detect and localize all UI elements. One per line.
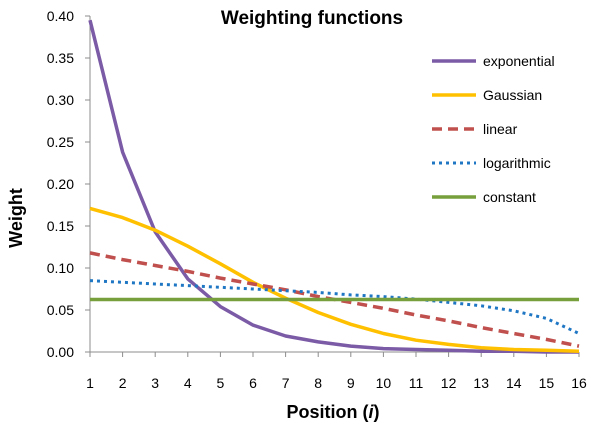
y-axis-ticks: 0.00 0.05 0.10 0.15 0.20 0.25 0.30 0.35 0.40 xyxy=(47,8,90,360)
series-line-gaussian xyxy=(89,206,580,353)
y-tick-label: 0.30 xyxy=(47,92,74,108)
x-tick-label: 6 xyxy=(249,375,257,391)
y-tick-label: 0.25 xyxy=(47,134,74,150)
legend-label-constant: constant xyxy=(483,189,536,205)
x-axis-title-close: ) xyxy=(374,402,380,422)
legend-label-linear: linear xyxy=(483,121,518,137)
legend: exponential Gaussian linear logarithmic cons… xyxy=(432,53,555,205)
x-tick-label: 12 xyxy=(441,375,457,391)
x-tick-label: 1 xyxy=(86,375,94,391)
x-tick-label: 5 xyxy=(217,375,225,391)
chart-title: Weighting functions xyxy=(221,8,403,29)
x-tick-label: 2 xyxy=(119,375,127,391)
y-tick-label: 0.00 xyxy=(47,344,74,360)
x-axis-title-variable: i xyxy=(368,402,374,422)
y-tick-label: 0.35 xyxy=(47,50,74,66)
x-tick-label: 15 xyxy=(539,375,555,391)
y-tick-label: 0.40 xyxy=(47,8,74,24)
y-tick-label: 0.05 xyxy=(47,302,74,318)
x-tick-label: 13 xyxy=(473,375,489,391)
y-axis-title: Weight xyxy=(6,188,26,248)
series-line-exponential xyxy=(88,19,579,354)
x-axis-title: Position (i) xyxy=(286,402,379,422)
y-tick-label: 0.15 xyxy=(47,218,74,234)
y-tick-label: 0.20 xyxy=(47,176,74,192)
x-tick-label: 10 xyxy=(376,375,392,391)
x-tick-label: 4 xyxy=(184,375,192,391)
series-line-logarithmic xyxy=(89,279,580,335)
x-tick-label: 9 xyxy=(347,375,355,391)
x-axis-title-main: Position ( xyxy=(286,402,368,422)
x-axis-ticks: 1 2 3 4 5 6 7 8 9 10 11 12 13 14 15 16 xyxy=(86,352,587,391)
series-lines xyxy=(88,19,580,354)
x-tick-label: 7 xyxy=(282,375,290,391)
x-tick-label: 8 xyxy=(314,375,322,391)
x-tick-label: 3 xyxy=(151,375,159,391)
y-tick-label: 0.10 xyxy=(47,260,74,276)
x-tick-label: 11 xyxy=(409,375,424,391)
legend-label-exponential: exponential xyxy=(483,53,555,69)
x-tick-label: 14 xyxy=(506,375,522,391)
x-tick-label: 16 xyxy=(571,375,587,391)
legend-label-logarithmic: logarithmic xyxy=(483,155,551,171)
legend-label-gaussian: Gaussian xyxy=(483,87,542,103)
